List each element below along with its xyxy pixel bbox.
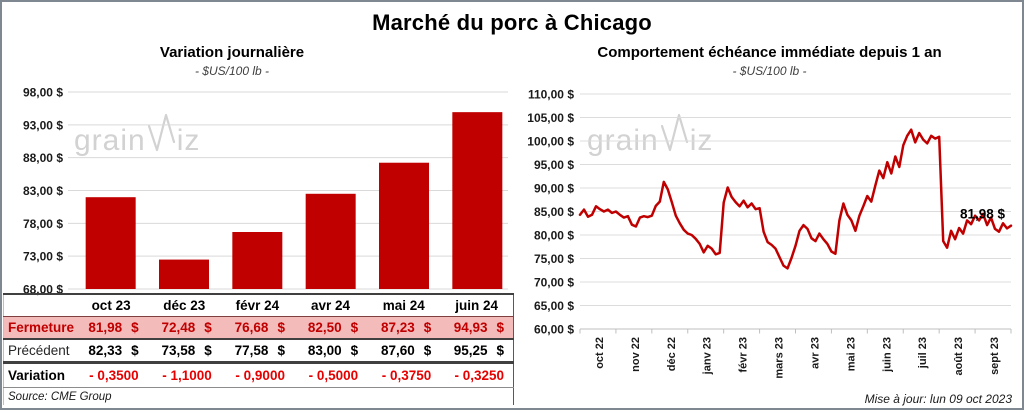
- y-axis-label: 90,00 $: [534, 182, 574, 196]
- y-axis-label: 93,00 $: [23, 118, 63, 132]
- grainwiz-logo-w-icon: [147, 113, 175, 152]
- table-cell: 73,58 $: [147, 339, 221, 364]
- y-axis-label: 68,00 $: [23, 283, 63, 297]
- update-note: Mise à jour: lun 09 oct 2023: [864, 392, 1012, 406]
- table-cell: 83,00 $: [293, 339, 368, 364]
- row-label-fermeture: Fermeture: [3, 316, 75, 340]
- table-cell: 87,23 $: [367, 316, 441, 340]
- table-cell: 77,58 $: [220, 339, 294, 364]
- x-axis-label: janv 23: [702, 337, 714, 375]
- line-chart-subtitle: - $US/100 lb -: [732, 64, 807, 78]
- grainwiz-logo-w-icon: [660, 113, 688, 152]
- line-chart-title: Comportement échéance immédiate depuis 1…: [597, 44, 942, 61]
- bar-avr-24: [305, 193, 356, 289]
- y-axis-label: 73,00 $: [23, 250, 63, 264]
- front-month-line-chart: 110,00 $ 105,00 $ 100,00 $ 95,00 $ 90,00 $ 85…: [527, 88, 1013, 379]
- bar-mai-24: [379, 162, 429, 289]
- last-price-label: 81,98 $: [960, 207, 1006, 222]
- table-col-header-juin-24: juin 24: [455, 298, 499, 313]
- daily-variation-bar-chart: 98,00 $ 93,00 $ 88,00 $ 83,00 $ 78,00 $ 73,00…: [23, 86, 508, 297]
- table-col-header-fevr-24: févr 24: [235, 298, 280, 313]
- table-cell: - 1,1000: [147, 362, 221, 388]
- table-cell: 82,50 $: [293, 316, 368, 340]
- table-row-variation: Variation - 0,3500- 1,1000- 0,9000- 0,500…: [3, 362, 514, 388]
- table-cell: 82,33 $: [74, 339, 148, 364]
- table-cell: - 0,3750: [367, 362, 441, 388]
- y-axis-label: 85,00 $: [534, 205, 574, 219]
- table-row-fermeture: Fermeture 81,98 $72,48 $76,68 $82,50 $87,23 $9…: [3, 316, 514, 340]
- row-label-precedent: Précédent: [3, 339, 75, 364]
- x-axis-label: févr 23: [738, 337, 750, 372]
- table-cell: 87,60 $: [367, 339, 441, 364]
- table-cell: 81,98 $: [74, 316, 148, 340]
- y-axis-label: 60,00 $: [534, 323, 574, 337]
- source-row: Source: CME Group: [4, 388, 514, 406]
- x-axis-label: juin 23: [881, 337, 893, 373]
- x-axis-label: oct 22: [594, 337, 606, 369]
- price-line: [578, 128, 1013, 270]
- watermark-text-grain: grain: [74, 124, 146, 157]
- table-header-row: oct 23 déc 23 févr 24 avr 24 mai 24 juin 24: [4, 294, 514, 317]
- y-axis-label: 98,00 $: [23, 86, 63, 100]
- price-table-header: oct 23 déc 23 févr 24 avr 24 mai 24 juin 24: [4, 294, 514, 317]
- x-axis-label: avr 23: [809, 337, 821, 369]
- table-col-header-oct-23: oct 23: [91, 298, 131, 313]
- y-axis-label: 78,00 $: [23, 217, 63, 231]
- bar-chart-title: Variation journalière: [159, 44, 305, 61]
- table-cell: - 0,3250: [440, 362, 514, 388]
- x-axis-label: juil 23: [917, 337, 929, 369]
- y-axis-label: 70,00 $: [534, 276, 574, 290]
- x-axis-label: sept 23: [989, 337, 1001, 375]
- y-axis-label: 110,00 $: [528, 88, 574, 102]
- bar-fevr-24: [232, 232, 283, 289]
- table-cell: 72,48 $: [147, 316, 221, 340]
- y-axis-label: 80,00 $: [534, 229, 574, 243]
- price-table: oct 23 déc 23 févr 24 avr 24 mai 24 juin 24 F…: [3, 293, 514, 405]
- y-axis-label: 83,00 $: [23, 184, 63, 198]
- x-axis-label: mars 23: [774, 337, 786, 379]
- table-cell: 94,93 $: [440, 316, 514, 340]
- table-col-header-mai-24: mai 24: [382, 298, 425, 313]
- x-axis-label: nov 22: [630, 337, 642, 372]
- table-cell: 76,68 $: [220, 316, 294, 340]
- table-cell: 95,25 $: [440, 339, 514, 364]
- y-axis-label: 100,00 $: [527, 135, 574, 149]
- table-corner-cell: [4, 294, 75, 317]
- y-axis-label: 95,00 $: [534, 158, 574, 172]
- watermark-text-iz: iz: [176, 124, 201, 157]
- x-axis-label: déc 22: [666, 337, 678, 371]
- y-axis-label: 88,00 $: [23, 151, 63, 165]
- y-axis-label: 75,00 $: [534, 252, 574, 266]
- table-cell: - 0,3500: [74, 362, 148, 388]
- table-row-precedent: Précédent 82,33 $73,58 $77,58 $83,00 $87,60 $9…: [3, 339, 514, 364]
- page-title: Marché du porc à Chicago: [372, 10, 652, 35]
- price-table-body: Fermeture 81,98 $72,48 $76,68 $82,50 $87,23 $9…: [3, 316, 514, 406]
- grainwiz-watermark: grain iz: [74, 112, 200, 156]
- row-label-variation: Variation: [3, 362, 75, 388]
- bar-juin-24: [452, 112, 503, 289]
- table-col-header-avr-24: avr 24: [311, 298, 351, 313]
- table-cell: - 0,9000: [220, 362, 294, 388]
- bar-dec-23: [159, 259, 209, 289]
- x-axis-label: mai 23: [845, 337, 857, 371]
- table-col-header-dec-23: déc 23: [163, 298, 206, 313]
- table-cell: - 0,5000: [293, 362, 368, 388]
- source-note: Source: CME Group: [8, 390, 112, 403]
- bar-chart-subtitle: - $US/100 lb -: [194, 64, 270, 78]
- x-axis-label: août 23: [953, 337, 965, 376]
- y-axis-label: 65,00 $: [534, 299, 574, 313]
- bar-oct-23: [85, 197, 136, 289]
- y-axis-label: 105,00 $: [527, 111, 574, 125]
